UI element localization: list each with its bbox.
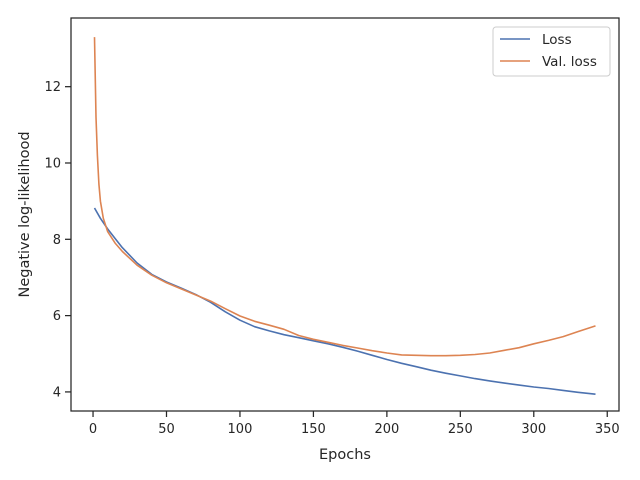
y-tick-label: 4 (53, 385, 61, 400)
x-tick-label: 350 (595, 422, 620, 437)
x-tick-label: 200 (374, 422, 399, 437)
legend-label-val-loss: Val. loss (542, 54, 597, 70)
legend: Loss Val. loss (492, 26, 611, 77)
x-tick-label: 250 (448, 422, 473, 437)
x-tick-label: 0 (89, 422, 97, 437)
series-layer (93, 37, 596, 395)
y-tick-label: 12 (44, 80, 61, 95)
plot-area (71, 18, 619, 411)
plot-background (71, 18, 619, 411)
x-tick-label: 100 (228, 422, 253, 437)
x-tick-label: 50 (158, 422, 175, 437)
axes-frame (70, 17, 620, 412)
y-tick-label: 10 (44, 156, 61, 171)
series-line-val-loss (93, 37, 596, 357)
y-tick-label: 8 (53, 233, 61, 248)
x-tick-label: 150 (301, 422, 326, 437)
x-tick-label: 300 (521, 422, 546, 437)
y-tick-label: 6 (53, 309, 61, 324)
y-axis-title: Negative log-likelihood (17, 131, 33, 297)
x-axis-title: Epochs (319, 447, 371, 463)
axes-layer: 0 50 100 150 200 250 300 350 4 6 8 10 12 (44, 17, 620, 437)
legend-label-loss: Loss (542, 32, 572, 48)
